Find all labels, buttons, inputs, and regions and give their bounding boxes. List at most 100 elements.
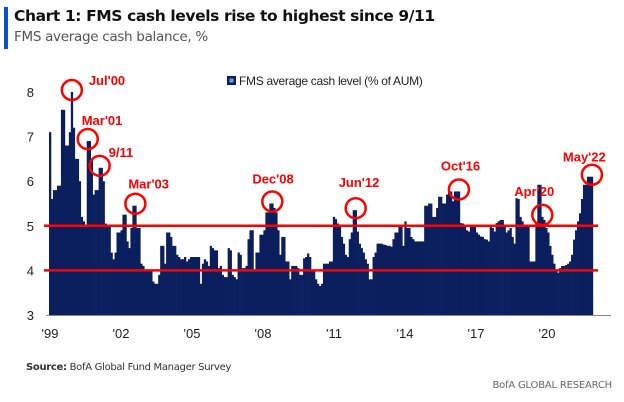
bar: [428, 203, 431, 315]
bar: [297, 268, 300, 315]
bar: [245, 265, 248, 315]
bar: [563, 265, 566, 315]
bar: [205, 261, 209, 315]
bar: [547, 232, 550, 315]
bar: [434, 216, 437, 315]
bar: [575, 230, 578, 315]
bar: [257, 252, 260, 315]
bar: [368, 279, 371, 315]
bar: [80, 216, 84, 315]
bar: [68, 132, 72, 315]
bar: [247, 239, 250, 315]
bar: [569, 261, 572, 315]
bar: [580, 199, 584, 315]
bar: [285, 261, 288, 315]
legend-label: FMS average cash level (% of AUM): [239, 74, 423, 88]
bar: [249, 230, 252, 315]
bar: [430, 203, 433, 315]
bar: [154, 283, 157, 315]
bar: [172, 245, 175, 315]
bar: [293, 265, 296, 315]
y-tick-label: 8: [27, 85, 34, 100]
bar: [318, 286, 322, 315]
annotation-circle: [447, 178, 471, 201]
annotation-label: Jul'00: [89, 73, 125, 88]
bar: [307, 253, 310, 315]
bar: [189, 257, 193, 315]
bar: [263, 230, 266, 315]
bar: [322, 263, 326, 315]
bar: [438, 196, 441, 315]
bar: [535, 223, 538, 315]
bar: [241, 268, 244, 315]
bar: [402, 245, 405, 315]
bar: [444, 203, 447, 315]
bar: [493, 231, 496, 315]
bar: [378, 243, 381, 315]
x-tick-label: '08: [255, 326, 272, 341]
bar: [376, 243, 379, 315]
bar: [54, 190, 58, 315]
bar: [543, 220, 546, 315]
bar: [277, 230, 280, 315]
bar: [217, 268, 221, 315]
bar: [78, 181, 82, 315]
bar: [261, 234, 264, 315]
bar: [255, 252, 258, 315]
bar: [533, 261, 536, 315]
bar: [487, 241, 490, 315]
bar: [455, 191, 459, 315]
bar: [332, 216, 336, 315]
bar: [475, 232, 479, 315]
bar: [150, 270, 153, 315]
bar: [537, 184, 540, 315]
bar: [168, 232, 171, 315]
legend-swatch-inner: [229, 78, 234, 83]
bar: [519, 216, 522, 315]
bar: [269, 203, 272, 315]
bar: [348, 239, 352, 315]
bar: [521, 221, 524, 315]
bar: [553, 263, 556, 315]
bar: [209, 245, 213, 315]
bar: [313, 270, 316, 315]
bar: [394, 232, 397, 315]
bar: [384, 244, 387, 315]
bar: [102, 181, 105, 315]
bar: [573, 239, 576, 315]
bar: [144, 270, 147, 315]
bar: [416, 241, 419, 315]
bar: [70, 92, 74, 315]
bar: [356, 231, 359, 315]
x-tick-label: '14: [397, 326, 414, 341]
bar: [432, 216, 435, 315]
bar: [235, 279, 238, 315]
title-accent-bar: [4, 7, 8, 49]
bar: [422, 241, 425, 315]
bar: [271, 203, 274, 315]
bar: [446, 194, 449, 315]
bar: [213, 250, 217, 315]
bar: [166, 232, 169, 315]
bar: [320, 283, 324, 315]
bar: [176, 254, 179, 315]
annotation-circle: [261, 190, 284, 213]
bar: [114, 252, 117, 315]
bar: [316, 283, 320, 315]
bar: [386, 245, 389, 315]
bar: [360, 248, 363, 315]
bar: [148, 270, 151, 315]
bar: [243, 268, 246, 315]
bar: [160, 245, 163, 315]
bar: [146, 270, 149, 315]
bar: [513, 243, 516, 315]
y-tick-label: 3: [27, 308, 34, 323]
bar: [495, 223, 498, 315]
bar: [344, 254, 348, 315]
chart-title: Chart 1: FMS cash levels rise to highest…: [14, 7, 435, 25]
bar: [578, 213, 582, 315]
bar: [110, 252, 113, 315]
bar: [259, 234, 262, 315]
bar: [426, 205, 429, 315]
bar: [82, 221, 86, 315]
